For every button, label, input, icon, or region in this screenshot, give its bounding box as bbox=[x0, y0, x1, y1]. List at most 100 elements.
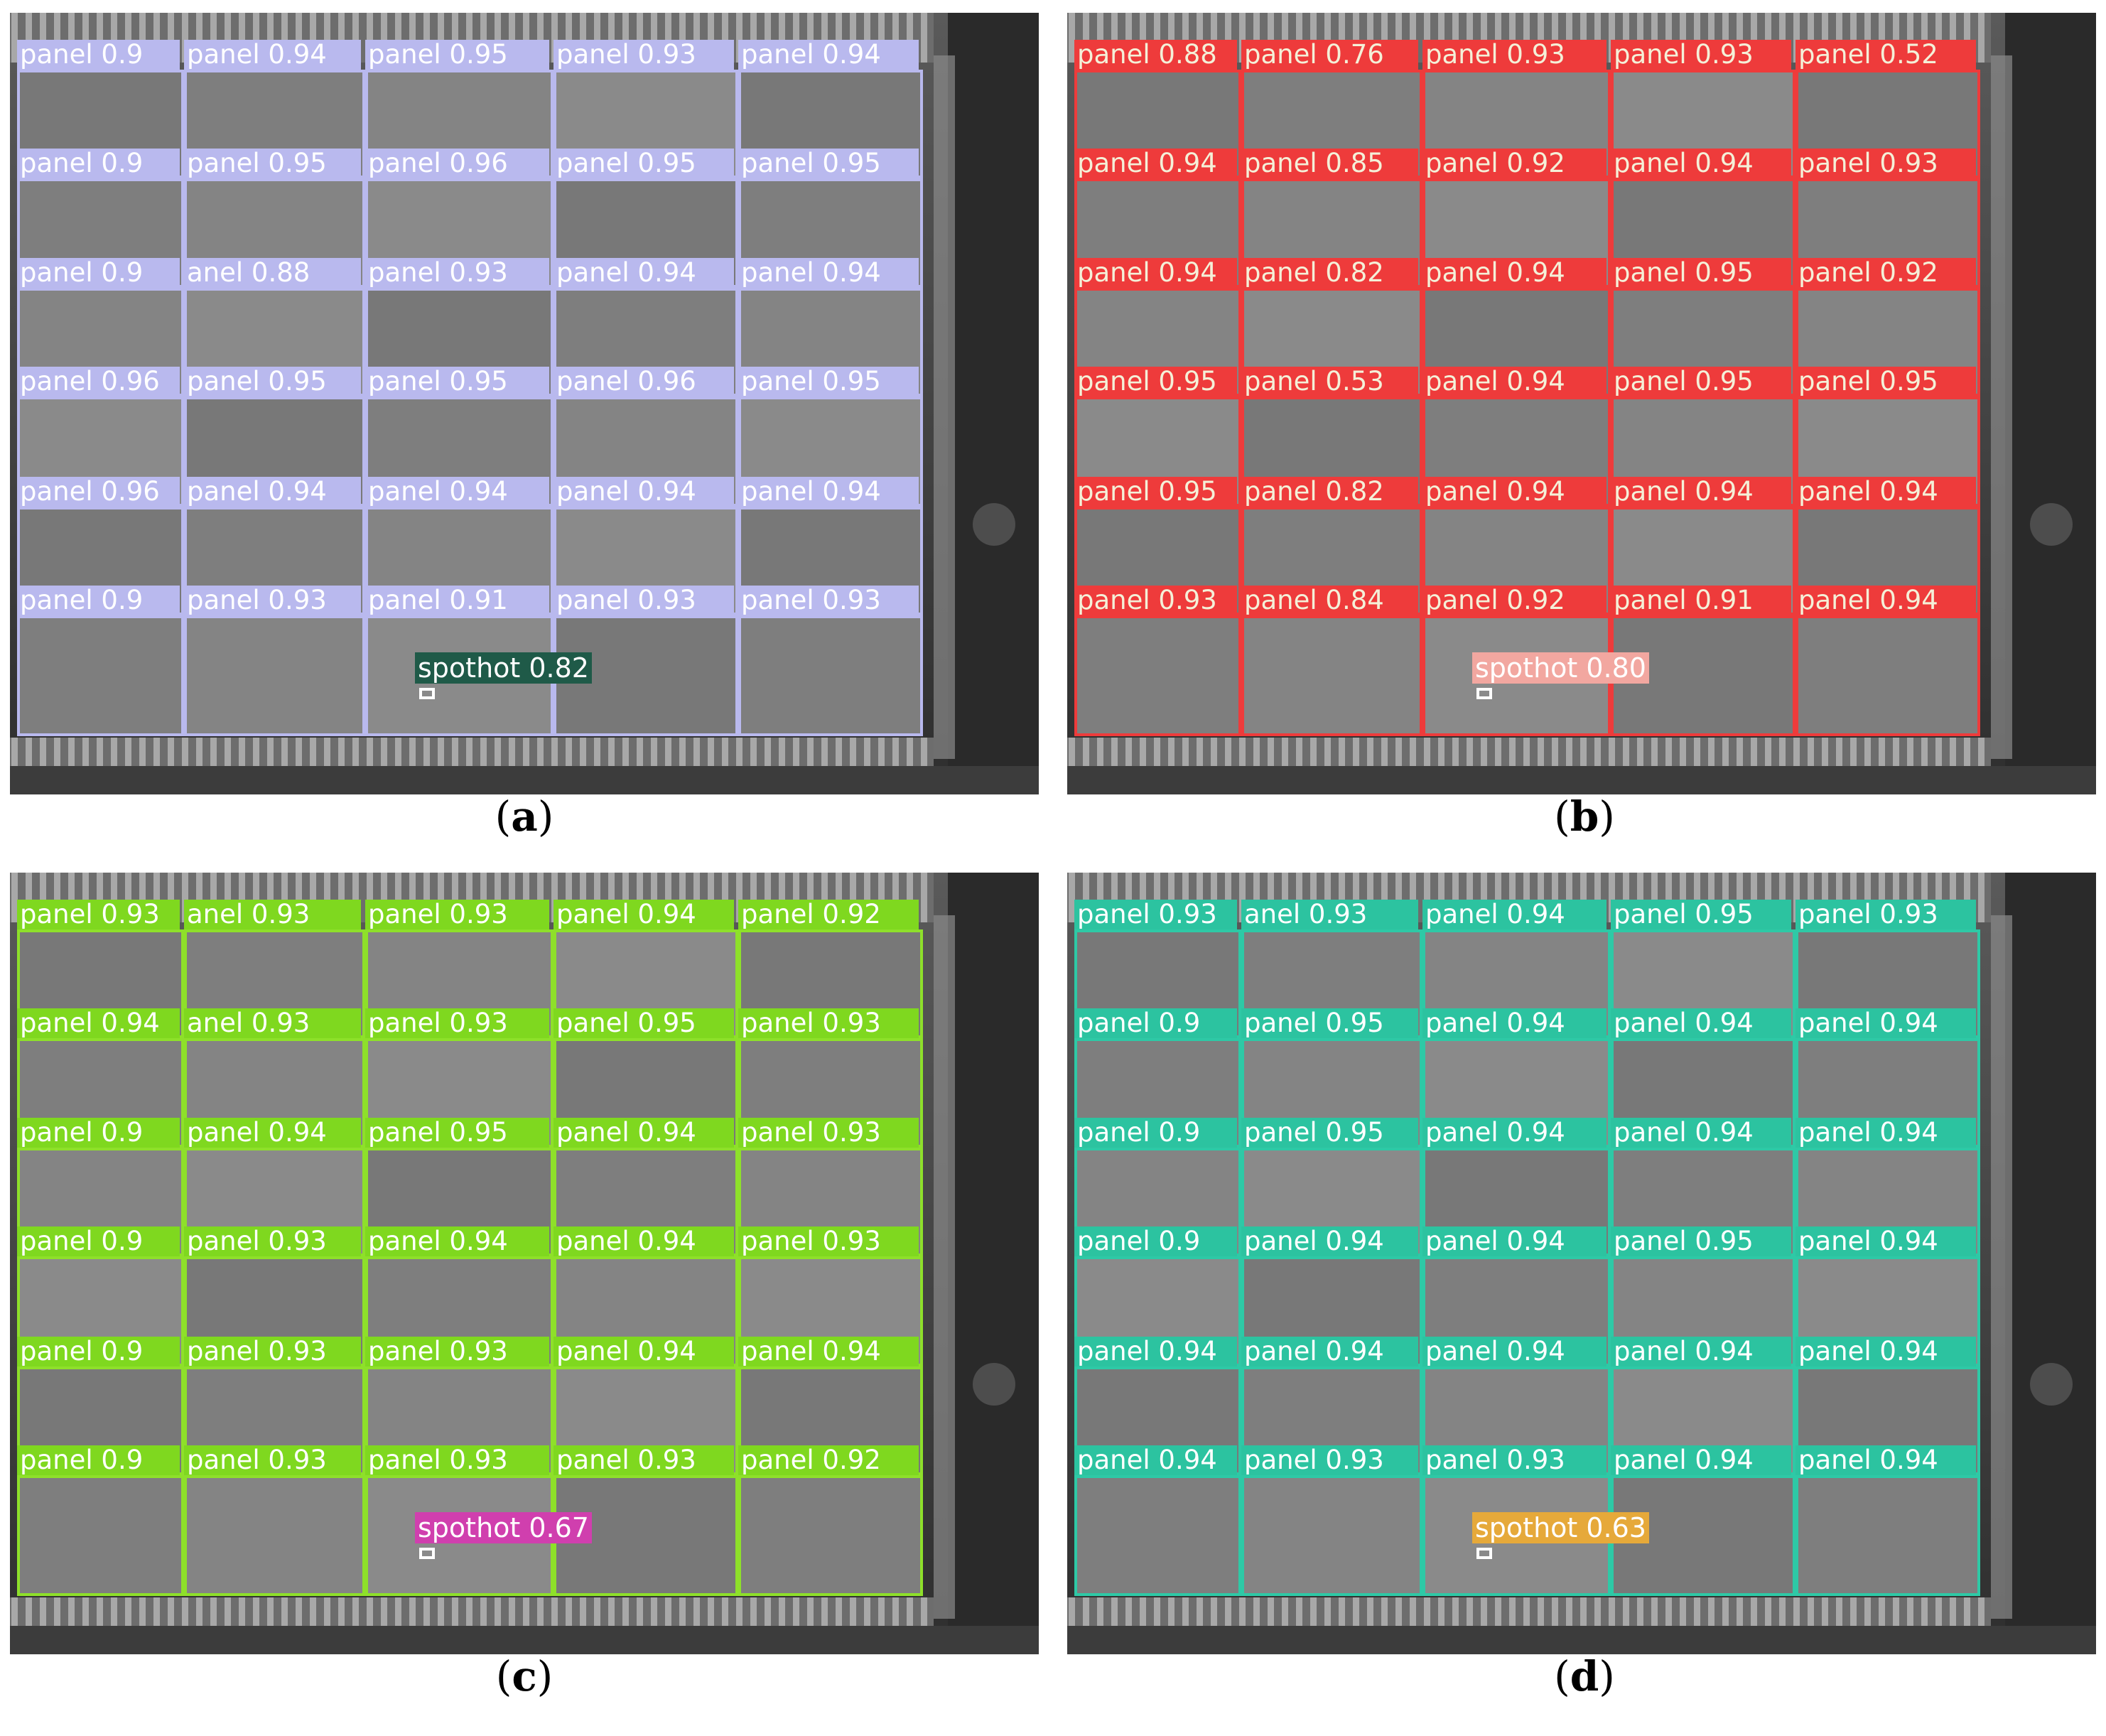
detection-label: panel 0.96 bbox=[554, 367, 734, 397]
detection-label: panel 0.9 bbox=[17, 1118, 180, 1148]
detection-label: panel 0.94 bbox=[184, 477, 361, 507]
caption-letter: d bbox=[1570, 1652, 1599, 1700]
detection-label: panel 0.92 bbox=[738, 1445, 919, 1475]
caption-letter: a bbox=[511, 792, 538, 841]
detection-label: panel 0.93 bbox=[184, 1337, 361, 1366]
detection-label: panel 0.93 bbox=[365, 1337, 549, 1366]
detection-label: panel 0.92 bbox=[1796, 258, 1976, 288]
detection-label: panel 0.93 bbox=[365, 1445, 549, 1475]
detection-label: panel 0.84 bbox=[1241, 586, 1418, 615]
spothot-box bbox=[1476, 1548, 1492, 1559]
detection-label: panel 0.85 bbox=[1241, 149, 1418, 178]
detection-label: panel 0.94 bbox=[1796, 477, 1976, 507]
detection-label: panel 0.9 bbox=[17, 258, 180, 288]
detection-label: panel 0.94 bbox=[1241, 1337, 1418, 1366]
detection-label: panel 0.9 bbox=[17, 586, 180, 615]
detection-label: panel 0.93 bbox=[365, 1008, 549, 1038]
detection-label: panel 0.94 bbox=[1611, 149, 1791, 178]
detection-label: panel 0.95 bbox=[1611, 1226, 1791, 1256]
detection-label: anel 0.93 bbox=[184, 1008, 361, 1038]
detection-label: panel 0.95 bbox=[1241, 1008, 1418, 1038]
detection-label: panel 0.94 bbox=[554, 258, 734, 288]
detection-label: panel 0.93 bbox=[1074, 900, 1237, 929]
detection-label: panel 0.82 bbox=[1241, 258, 1418, 288]
detection-label: panel 0.93 bbox=[365, 900, 549, 929]
detection-label: panel 0.94 bbox=[554, 1226, 734, 1256]
detection-label: panel 0.94 bbox=[1422, 367, 1606, 397]
detection-label: panel 0.94 bbox=[1241, 1226, 1418, 1256]
detection-label: panel 0.93 bbox=[554, 1445, 734, 1475]
detection-label: panel 0.94 bbox=[365, 477, 549, 507]
detection-label: panel 0.94 bbox=[1611, 1337, 1791, 1366]
detection-label: panel 0.95 bbox=[554, 149, 734, 178]
detection-label: panel 0.94 bbox=[1422, 1337, 1606, 1366]
detection-label: panel 0.94 bbox=[1796, 1118, 1976, 1148]
detection-label: panel 0.9 bbox=[17, 40, 180, 70]
thermal-image-panel-b: panel 0.88 panel 0.76 panel 0.93 panel 0.93… bbox=[1067, 13, 2096, 794]
detection-label: panel 0.95 bbox=[1074, 477, 1237, 507]
detection-label: panel 0.95 bbox=[1074, 367, 1237, 397]
detection-label: panel 0.93 bbox=[738, 586, 919, 615]
detection-label: panel 0.94 bbox=[184, 1118, 361, 1148]
detection-label: panel 0.93 bbox=[1611, 40, 1791, 70]
subfigure-caption: (b) bbox=[1554, 792, 1615, 841]
detection-label: anel 0.93 bbox=[184, 900, 361, 929]
detection-label: panel 0.95 bbox=[1611, 900, 1791, 929]
detection-label: panel 0.53 bbox=[1241, 367, 1418, 397]
detection-label: panel 0.94 bbox=[1611, 1118, 1791, 1148]
detection-label: panel 0.94 bbox=[1611, 1445, 1791, 1475]
detection-label: panel 0.96 bbox=[17, 367, 180, 397]
detection-label: panel 0.94 bbox=[365, 1226, 549, 1256]
detection-label: panel 0.9 bbox=[17, 1445, 180, 1475]
detection-label: panel 0.94 bbox=[1422, 900, 1606, 929]
detection-label: panel 0.94 bbox=[1422, 477, 1606, 507]
spothot-box bbox=[1476, 688, 1492, 699]
detection-label: panel 0.93 bbox=[184, 1226, 361, 1256]
spothot-box bbox=[419, 688, 435, 699]
spothot-label: spothot 0.80 bbox=[1472, 652, 1649, 684]
spothot-label: spothot 0.63 bbox=[1472, 1512, 1649, 1543]
detection-label: panel 0.95 bbox=[365, 40, 549, 70]
subfigure-caption: (a) bbox=[495, 792, 554, 841]
detection-label: panel 0.93 bbox=[17, 900, 180, 929]
detection-label: panel 0.93 bbox=[184, 586, 361, 615]
detection-label: anel 0.88 bbox=[184, 258, 361, 288]
detection-label: panel 0.82 bbox=[1241, 477, 1418, 507]
detection-label: panel 0.94 bbox=[554, 1118, 734, 1148]
detection-label: panel 0.94 bbox=[1796, 1445, 1976, 1475]
spothot-label: spothot 0.82 bbox=[415, 652, 592, 684]
detection-label: panel 0.94 bbox=[1074, 258, 1237, 288]
detection-label: panel 0.94 bbox=[554, 477, 734, 507]
detection-label: panel 0.94 bbox=[1796, 1226, 1976, 1256]
subfigure-caption: (c) bbox=[495, 1652, 554, 1700]
detection-label: panel 0.92 bbox=[738, 900, 919, 929]
detection-label: panel 0.94 bbox=[1074, 1337, 1237, 1366]
detection-label: panel 0.95 bbox=[365, 1118, 549, 1148]
detection-label: panel 0.94 bbox=[1422, 1226, 1606, 1256]
caption-letter: b bbox=[1570, 792, 1599, 841]
detection-label: panel 0.94 bbox=[1796, 1337, 1976, 1366]
detection-label: panel 0.96 bbox=[365, 149, 549, 178]
detection-label: panel 0.94 bbox=[17, 1008, 180, 1038]
detection-label: panel 0.95 bbox=[184, 149, 361, 178]
detection-label: panel 0.93 bbox=[184, 1445, 361, 1475]
detection-label: panel 0.52 bbox=[1796, 40, 1976, 70]
spothot-box bbox=[419, 1548, 435, 1559]
detection-label: panel 0.93 bbox=[554, 40, 734, 70]
detection-label: panel 0.95 bbox=[1241, 1118, 1418, 1148]
detection-label: panel 0.93 bbox=[365, 258, 549, 288]
detection-label: panel 0.93 bbox=[1241, 1445, 1418, 1475]
detection-label: panel 0.94 bbox=[554, 1337, 734, 1366]
detection-label: panel 0.95 bbox=[738, 149, 919, 178]
detection-label: panel 0.94 bbox=[1796, 586, 1976, 615]
detection-label: panel 0.94 bbox=[1611, 1008, 1791, 1038]
detection-label: panel 0.94 bbox=[738, 258, 919, 288]
detection-label: panel 0.94 bbox=[738, 1337, 919, 1366]
detection-label: panel 0.93 bbox=[1796, 149, 1976, 178]
detection-label: panel 0.92 bbox=[1422, 586, 1606, 615]
detection-label: panel 0.9 bbox=[17, 149, 180, 178]
detection-label: panel 0.95 bbox=[554, 1008, 734, 1038]
detection-label: panel 0.94 bbox=[738, 477, 919, 507]
detection-label: panel 0.94 bbox=[1074, 1445, 1237, 1475]
detection-label: panel 0.91 bbox=[1611, 586, 1791, 615]
